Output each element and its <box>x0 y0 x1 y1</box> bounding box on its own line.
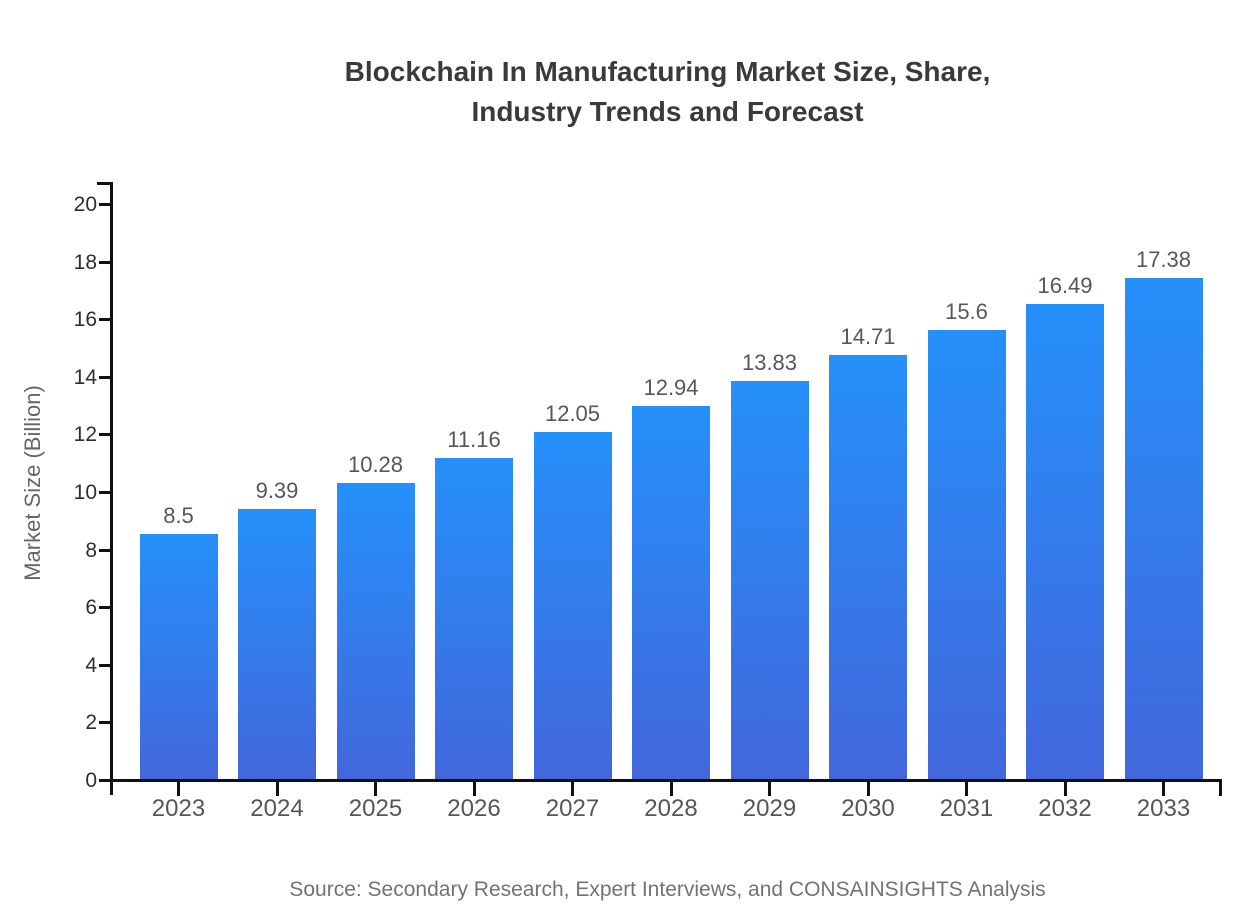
y-axis-line <box>110 182 113 795</box>
y-tick <box>99 491 110 494</box>
y-tick-label: 10 <box>73 481 97 504</box>
bar-2030 <box>829 355 907 779</box>
x-tick-label-2025: 2025 <box>348 795 403 822</box>
y-tick-label: 14 <box>73 365 97 389</box>
y-tick <box>99 318 110 322</box>
x-tick <box>177 782 180 796</box>
bar-2028 <box>632 406 710 779</box>
chart-title-line2: Industry Trends and Forecast <box>471 96 864 127</box>
bar-value-label-2031: 15.6 <box>945 298 988 324</box>
x-tick <box>866 782 870 796</box>
bar-value-label-2029: 13.83 <box>741 349 798 375</box>
y-tick <box>99 721 110 725</box>
y-tick <box>99 548 110 552</box>
x-tick <box>768 782 771 796</box>
x-tick <box>965 782 968 796</box>
y-tick <box>99 606 110 610</box>
y-tick-label: 8 <box>85 538 97 562</box>
bar-2032 <box>1026 304 1104 779</box>
x-tick-label-2030: 2030 <box>841 795 895 822</box>
y-tick <box>99 375 110 379</box>
bar-2025 <box>336 482 415 779</box>
x-tick-label-2031: 2031 <box>939 795 994 822</box>
x-tick-label-2024: 2024 <box>250 795 304 822</box>
x-tick-label-2029: 2029 <box>742 795 797 822</box>
source-note: Source: Secondary Research, Expert Inter… <box>289 878 1046 901</box>
y-axis-top-cap <box>97 182 110 185</box>
y-tick <box>99 203 110 206</box>
y-tick-label: 12 <box>73 423 97 447</box>
bar-value-label-2032: 16.49 <box>1037 273 1093 299</box>
bar-value-label-2030: 14.71 <box>840 324 896 350</box>
x-tick-label-2023: 2023 <box>151 795 206 822</box>
bar-value-label-2027: 12.05 <box>544 400 601 426</box>
chart-title-line1: Blockchain In Manufacturing Market Size,… <box>344 56 991 87</box>
x-tick-label-2032: 2032 <box>1038 795 1092 822</box>
x-tick-label-2033: 2033 <box>1136 795 1191 822</box>
x-tick <box>472 782 476 796</box>
y-tick <box>99 663 110 667</box>
bar-2029 <box>730 380 809 779</box>
bar-2033 <box>1124 278 1203 779</box>
x-tick-label-2027: 2027 <box>545 795 600 822</box>
x-tick <box>669 782 673 796</box>
bar-2024 <box>238 508 316 779</box>
bar-2023 <box>139 534 218 779</box>
y-tick <box>99 260 110 264</box>
y-tick-label: 16 <box>73 308 97 332</box>
x-axis-line <box>110 779 1222 782</box>
chart-title: Blockchain In Manufacturing Market Size,… <box>113 52 1222 132</box>
bar-value-label-2028: 12.94 <box>643 375 699 401</box>
x-axis-end-tick <box>1219 782 1222 796</box>
y-tick <box>99 433 110 437</box>
x-tick-label-2026: 2026 <box>447 795 501 822</box>
x-tick <box>1063 782 1067 796</box>
y-tick-label: 20 <box>73 193 97 216</box>
bar-2031 <box>927 329 1006 779</box>
bar-value-label-2023: 8.5 <box>163 503 194 529</box>
bar-2027 <box>533 431 612 779</box>
y-tick-label: 0 <box>85 769 97 792</box>
bar-2026 <box>435 457 513 779</box>
x-tick-label-2028: 2028 <box>644 795 698 822</box>
y-tick <box>99 779 110 782</box>
y-tick-label: 18 <box>73 250 97 274</box>
y-tick-label: 4 <box>85 653 97 677</box>
x-tick <box>1162 782 1165 796</box>
bar-value-label-2033: 17.38 <box>1135 247 1192 273</box>
bar-value-label-2025: 10.28 <box>347 451 404 477</box>
bar-value-label-2024: 9.39 <box>255 477 299 503</box>
x-tick <box>275 782 279 796</box>
y-tick-label: 6 <box>85 596 97 620</box>
x-tick <box>571 782 574 796</box>
bar-value-label-2026: 11.16 <box>447 426 501 452</box>
x-tick <box>374 782 377 796</box>
y-tick-label: 2 <box>85 711 97 735</box>
